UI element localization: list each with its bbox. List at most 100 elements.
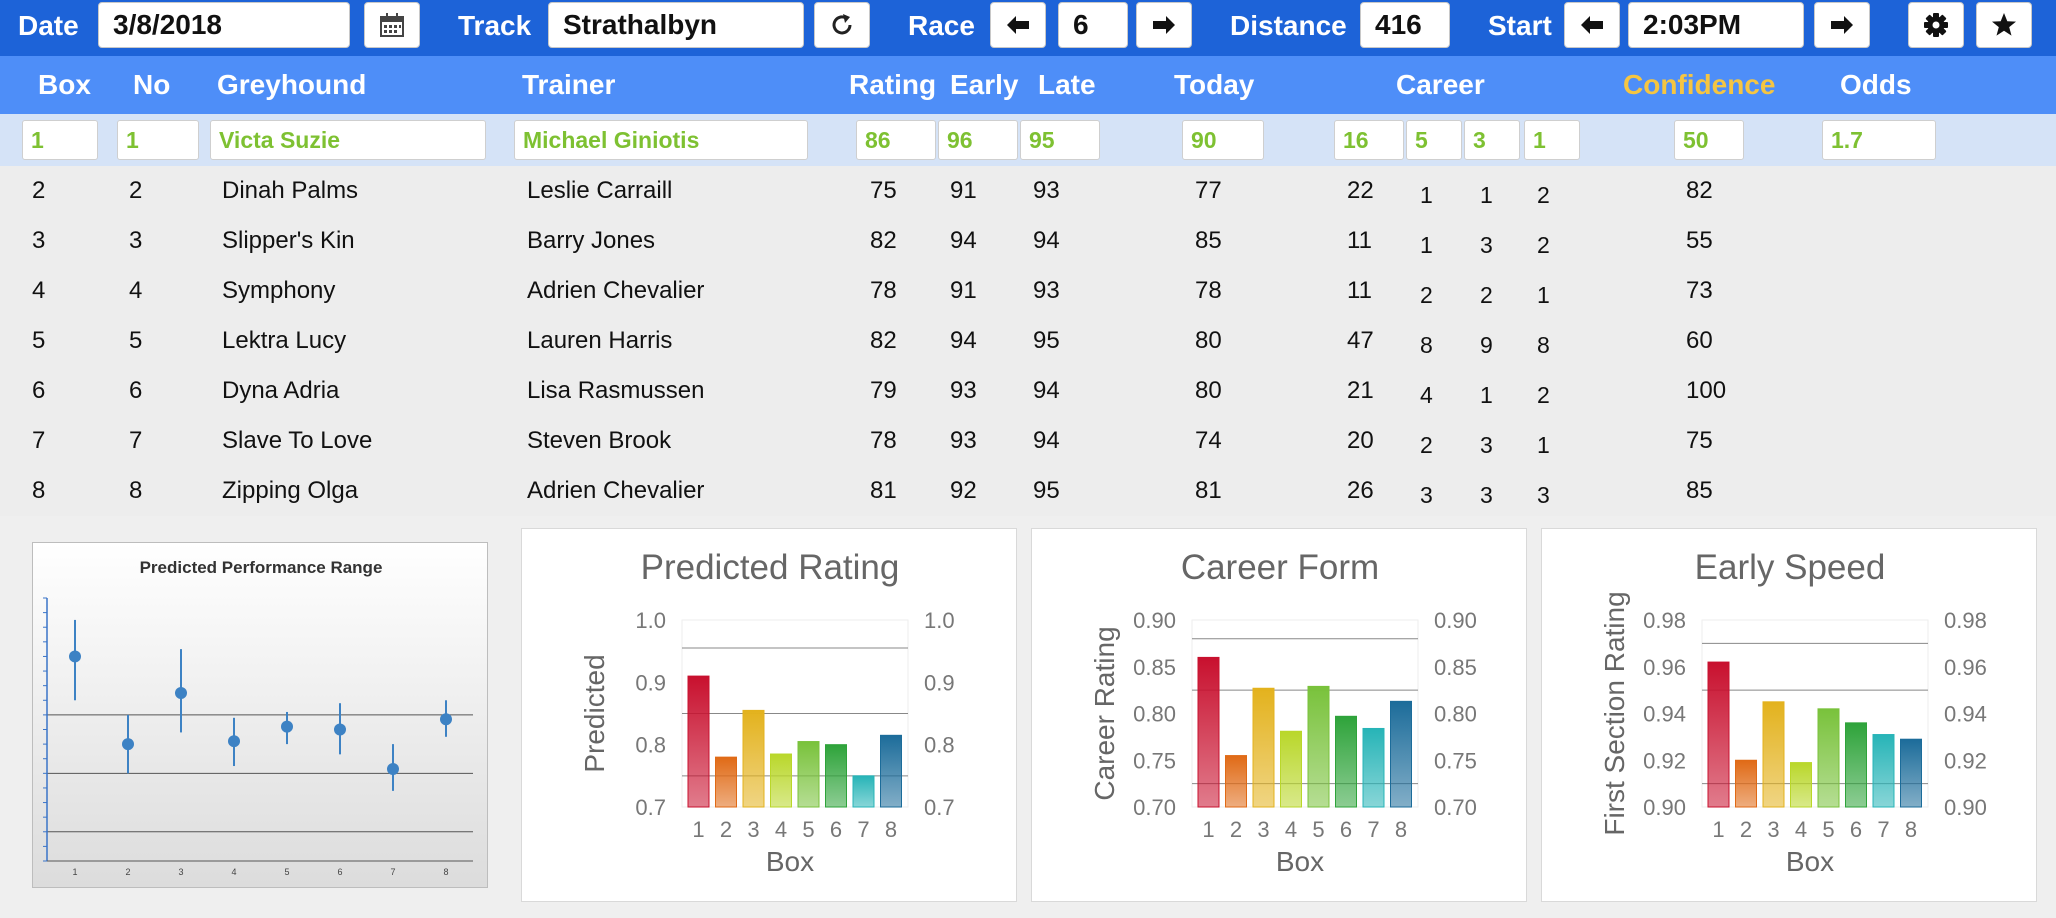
bar (1197, 656, 1220, 808)
trainer-cell: Lauren Harris (527, 327, 673, 354)
bar (1845, 722, 1867, 808)
career-wins-input[interactable]: 5 (1406, 120, 1462, 160)
header-trainer[interactable]: Trainer (522, 69, 616, 100)
race-next-button[interactable] (1136, 2, 1192, 48)
bar (1900, 738, 1922, 808)
star-icon (1992, 13, 2016, 36)
settings-button[interactable] (1908, 2, 1964, 48)
table-row[interactable]: 2 2 Dinah Palms Leslie Carraill 75 91 93 77 22 1 1… (0, 166, 2056, 216)
no-cell: 3 (129, 227, 143, 254)
career-starts-cell: 22 (1347, 177, 1374, 204)
confidence-cell: 82 (1686, 177, 1713, 204)
career-wins-cell: 2 (1420, 432, 1433, 458)
y2-tick-label: 0.90 (1434, 608, 1477, 633)
bar (825, 744, 847, 808)
late-cell: 95 (1033, 327, 1060, 354)
rating-input[interactable]: 86 (856, 120, 936, 160)
y-axis-label: Predicted (579, 654, 610, 772)
x-tick-label: 8 (885, 817, 897, 842)
table-row[interactable]: 8 8 Zipping Olga Adrien Chevalier 81 92 95 81 26… (0, 466, 2056, 516)
x-tick-label: 5 (284, 867, 289, 877)
x-tick-label: 4 (231, 867, 236, 877)
header-late[interactable]: Late (1038, 69, 1096, 100)
header-box[interactable]: Box (38, 69, 91, 100)
confidence-input[interactable]: 50 (1674, 120, 1744, 160)
career-starts-input[interactable]: 16 (1334, 120, 1404, 160)
header-no[interactable]: No (133, 69, 171, 100)
x-tick-label: 1 (692, 817, 704, 842)
confidence-cell: 60 (1686, 327, 1713, 354)
today-input[interactable]: 90 (1182, 120, 1264, 160)
career-seconds-input[interactable]: 3 (1464, 120, 1520, 160)
header-odds[interactable]: Odds (1840, 69, 1912, 100)
greyhound-cell: Slave To Love (222, 427, 373, 454)
x-axis-label: Box (1276, 846, 1324, 877)
y-tick-label: 0.8 (635, 733, 666, 758)
refresh-button[interactable] (814, 2, 870, 48)
header-rating[interactable]: Rating (849, 69, 937, 100)
start-next-button[interactable] (1814, 2, 1870, 48)
header-today[interactable]: Today (1174, 69, 1255, 100)
no-cell: 8 (129, 477, 143, 504)
today-cell: 74 (1195, 427, 1222, 454)
favorite-button[interactable] (1976, 2, 2032, 48)
y2-tick-label: 0.92 (1944, 748, 1987, 773)
late-cell: 93 (1033, 277, 1060, 304)
header-early[interactable]: Early (950, 69, 1019, 100)
y-tick-label: 0.9 (635, 670, 666, 695)
start-time-field[interactable]: 2:03PM (1628, 2, 1804, 48)
table-row[interactable]: 5 5 Lektra Lucy Lauren Harris 82 94 95 80 47 8 9 8 6… (0, 316, 2056, 366)
y2-tick-label: 0.75 (1434, 748, 1477, 773)
x-tick-label: 5 (802, 817, 814, 842)
table-row[interactable]: 4 4 Symphony Adrien Chevalier 78 91 93 78 11 2 2 1 7… (0, 266, 2056, 316)
career-thirds-cell: 8 (1537, 332, 1550, 358)
bar (1362, 727, 1385, 808)
trainer-cell: Leslie Carraill (527, 177, 673, 204)
bar (1735, 759, 1757, 808)
trainer-input[interactable]: Michael Giniotis (514, 120, 808, 160)
x-tick-label: 2 (1740, 817, 1752, 842)
table-row[interactable]: 7 7 Slave To Love Steven Brook 78 93 94 74 20 2 3 1… (0, 416, 2056, 466)
header-greyhound[interactable]: Greyhound (217, 69, 367, 100)
greyhound-cell: Lektra Lucy (222, 327, 347, 354)
predicted-rating-chart: Predicted Rating 0.7 0.7 0.8 0.8 0.9 0.9 1.0 1.0… (521, 528, 1017, 902)
x-tick-label: 6 (830, 817, 842, 842)
y2-tick-label: 0.7 (924, 795, 955, 820)
y-axis-label: First Section Rating (1599, 591, 1630, 835)
x-tick-label: 3 (1767, 817, 1779, 842)
data-point (281, 720, 293, 733)
table-row[interactable]: 3 3 Slipper's Kin Barry Jones 82 94 94 85 11 1 3 2 5… (0, 216, 2056, 266)
no-input[interactable]: 1 (117, 120, 199, 160)
box-input[interactable]: 1 (22, 120, 98, 160)
header-career[interactable]: Career (1396, 69, 1485, 100)
track-field[interactable]: Strathalbyn (548, 2, 804, 48)
x-tick-label: 1 (1202, 817, 1214, 842)
data-point (122, 738, 134, 751)
y2-tick-label: 0.70 (1434, 795, 1477, 820)
distance-field[interactable]: 416 (1360, 2, 1450, 48)
arrow-right-icon (1831, 16, 1853, 34)
late-input[interactable]: 95 (1020, 120, 1100, 160)
early-input[interactable]: 96 (938, 120, 1018, 160)
y2-tick-label: 0.8 (924, 733, 955, 758)
career-thirds-input[interactable]: 1 (1524, 120, 1580, 160)
calendar-button[interactable] (364, 2, 420, 48)
race-prev-button[interactable] (990, 2, 1046, 48)
career-wins-cell: 1 (1420, 182, 1433, 208)
date-field[interactable]: 3/8/2018 (98, 2, 350, 48)
confidence-cell: 75 (1686, 427, 1713, 454)
bar (1817, 708, 1840, 808)
y-tick-label: 0.75 (1133, 748, 1176, 773)
x-tick-label: 1 (1712, 817, 1724, 842)
career-seconds-cell: 9 (1480, 332, 1493, 358)
header-confidence[interactable]: Confidence (1623, 69, 1776, 100)
table-row[interactable]: 6 6 Dyna Adria Lisa Rasmussen 79 93 94 80 21 4 1 2 1… (0, 366, 2056, 416)
career-wins-cell: 8 (1420, 332, 1433, 358)
greyhound-input[interactable]: Victa Suzie (210, 120, 486, 160)
odds-input[interactable]: 1.7 (1822, 120, 1936, 160)
start-prev-button[interactable] (1564, 2, 1620, 48)
selected-row[interactable]: 1 1 Victa Suzie Michael Giniotis 86 96 9… (0, 114, 2056, 166)
x-tick-label: 5 (1822, 817, 1834, 842)
data-point (69, 650, 81, 663)
race-field[interactable]: 6 (1058, 2, 1128, 48)
